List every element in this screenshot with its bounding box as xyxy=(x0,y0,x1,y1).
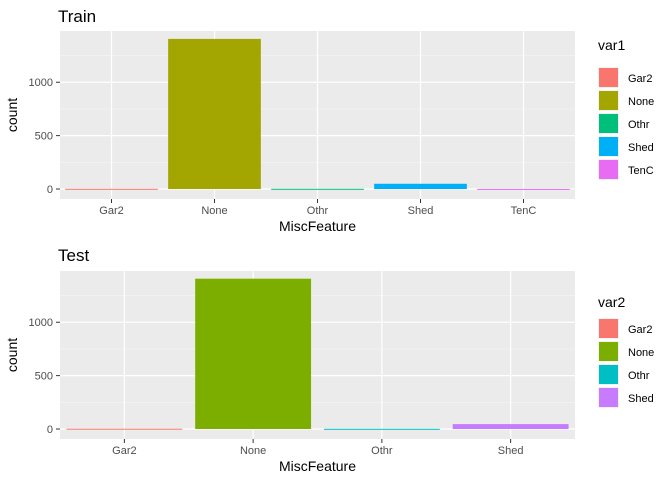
legend-swatch-gar2 xyxy=(599,319,618,338)
bar-shed xyxy=(374,183,467,189)
y-tick-label: 0 xyxy=(47,424,53,436)
x-tick-label: None xyxy=(240,445,266,457)
y-axis-title: count xyxy=(4,338,20,372)
legend-swatch-tenc xyxy=(599,160,618,179)
x-tick-label: Othr xyxy=(307,205,329,217)
legend: var2 Gar2 None Othr Shed xyxy=(598,294,654,408)
bar-gar2 xyxy=(65,188,158,190)
y-tick-label: 500 xyxy=(35,131,53,143)
y-tick-label: 0 xyxy=(47,184,53,196)
x-tick-label: TenC xyxy=(511,205,537,217)
legend-label: TenC xyxy=(628,165,654,177)
legend-swatch-gar2 xyxy=(599,68,618,87)
legend-label: Othr xyxy=(628,119,650,131)
y-axis-title: count xyxy=(4,98,20,132)
bar-none xyxy=(195,278,312,429)
legend-swatch-none xyxy=(599,342,618,361)
bar-othr xyxy=(271,188,364,190)
legend-label: Othr xyxy=(628,370,650,382)
legend-swatch-none xyxy=(599,91,618,110)
bar-othr xyxy=(323,428,440,430)
legend-swatch-shed xyxy=(599,137,618,156)
legend-label: Gar2 xyxy=(628,73,652,85)
legend: var1 Gar2 None Othr Shed TenC xyxy=(598,37,654,180)
legend-title: var1 xyxy=(598,37,625,53)
legend-swatch-shed xyxy=(599,388,618,407)
legend-title: var2 xyxy=(598,294,625,310)
chart-panel-1: 0 500 1000 Gar2 None Othr Shed Test MiscFeature c… xyxy=(4,246,654,474)
legend-label: None xyxy=(628,96,654,108)
x-axis-title: MiscFeature xyxy=(279,218,356,234)
x-tick-label: Gar2 xyxy=(112,445,136,457)
x-tick-label: None xyxy=(201,205,227,217)
x-axis-title: MiscFeature xyxy=(279,458,356,474)
bar-gar2 xyxy=(66,428,183,430)
legend-label: Shed xyxy=(628,142,654,154)
x-tick-label: Shed xyxy=(498,445,524,457)
bar-tenc xyxy=(477,188,570,190)
chart-title: Test xyxy=(58,246,89,265)
legend-label: None xyxy=(628,347,654,359)
bar-none xyxy=(168,38,261,190)
y-tick-label: 1000 xyxy=(29,317,53,329)
bar-shed xyxy=(452,424,569,429)
y-tick-label: 1000 xyxy=(29,77,53,89)
legend-label: Gar2 xyxy=(628,324,652,336)
x-tick-label: Gar2 xyxy=(99,205,123,217)
x-tick-label: Othr xyxy=(371,445,393,457)
x-tick-label: Shed xyxy=(408,205,434,217)
legend-swatch-othr xyxy=(599,365,618,384)
plot-panel xyxy=(60,271,575,439)
y-tick-label: 500 xyxy=(35,371,53,383)
legend-swatch-othr xyxy=(599,114,618,133)
legend-label: Shed xyxy=(628,393,654,405)
chart-panel-0: 0 500 1000 Gar2 None Othr Shed TenC Train MiscFea… xyxy=(4,7,654,234)
chart-title: Train xyxy=(58,7,96,26)
